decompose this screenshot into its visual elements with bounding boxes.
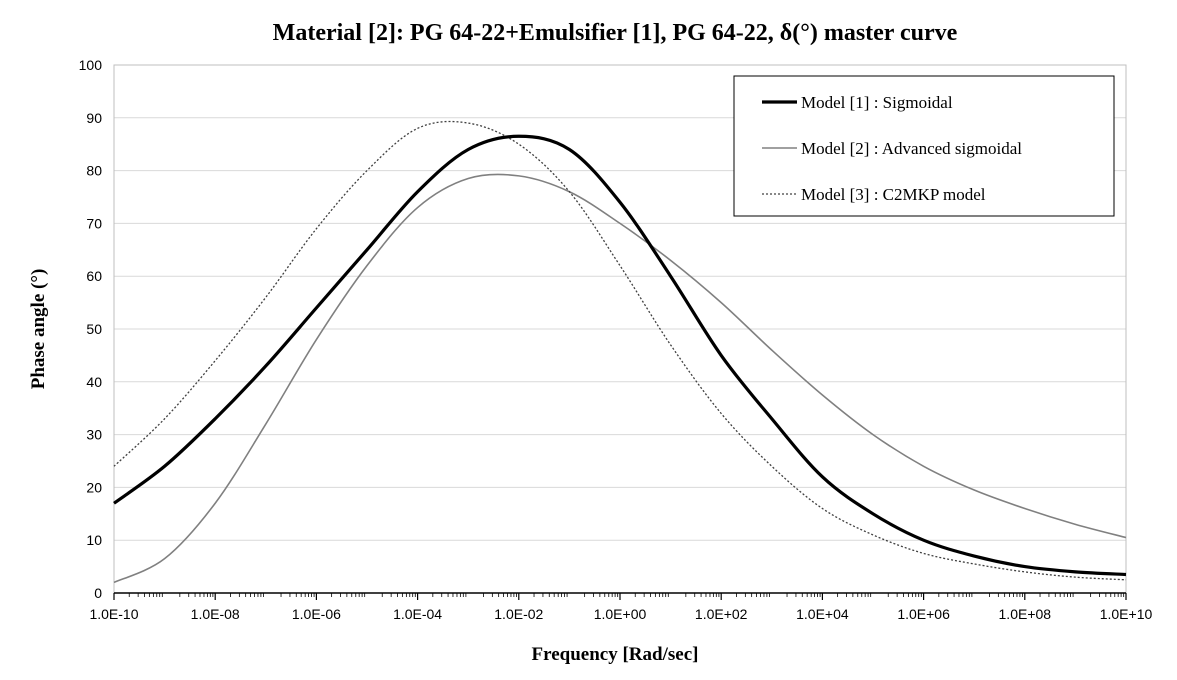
y-tick-label: 100: [79, 57, 103, 73]
series-line-1: [113, 134, 1127, 577]
legend-label-3: Model [3] : C2MKP model: [801, 185, 986, 204]
chart-title: Material [2]: PG 64-22+Emulsifier [1], P…: [273, 20, 958, 46]
y-tick-label: 20: [86, 479, 102, 495]
y-tick-label: 30: [86, 427, 102, 443]
series-line-2: [113, 173, 1127, 584]
y-tick-label: 50: [86, 321, 102, 337]
series-line-3: [113, 120, 1127, 581]
x-axis-label: Frequency [Rad/sec]: [532, 644, 699, 665]
x-tick-label: 1.0E-04: [393, 606, 442, 622]
x-tick-label: 1.0E+04: [796, 606, 849, 622]
x-tick-label: 1.0E+00: [594, 606, 647, 622]
x-tick-label: 1.0E+10: [1100, 606, 1153, 622]
y-tick-label: 10: [86, 532, 102, 548]
y-tick-label: 40: [86, 374, 102, 390]
x-tick-label: 1.0E-02: [494, 606, 543, 622]
legend-label-2: Model [2] : Advanced sigmoidal: [801, 139, 1022, 158]
x-tick-label: 1.0E-06: [292, 606, 341, 622]
legend: Model [1] : Sigmoidal Model [2] : Advance…: [733, 75, 1115, 217]
legend-box: [733, 75, 1115, 217]
y-axis-ticks: 0 10 20 30 40 50 60 70 80 90 100: [79, 57, 103, 601]
y-tick-label: 90: [86, 110, 102, 126]
x-tick-label: 1.0E+02: [695, 606, 748, 622]
x-tick-label: 1.0E-08: [191, 606, 240, 622]
y-tick-label: 70: [86, 215, 102, 231]
y-tick-label: 60: [86, 268, 102, 284]
y-tick-label: 80: [86, 163, 102, 179]
x-tick-label: 1.0E-10: [89, 606, 138, 622]
x-axis-ticks: 1.0E-10 1.0E-08 1.0E-06 1.0E-04 1.0E-02 1.0E+…: [89, 593, 1152, 622]
x-tick-label: 1.0E+06: [897, 606, 950, 622]
legend-label-1: Model [1] : Sigmoidal: [801, 93, 953, 112]
y-tick-label: 0: [94, 585, 102, 601]
series-layer: [113, 120, 1127, 584]
y-axis-label: Phase angle (°): [28, 269, 49, 390]
x-tick-label: 1.0E+08: [999, 606, 1052, 622]
